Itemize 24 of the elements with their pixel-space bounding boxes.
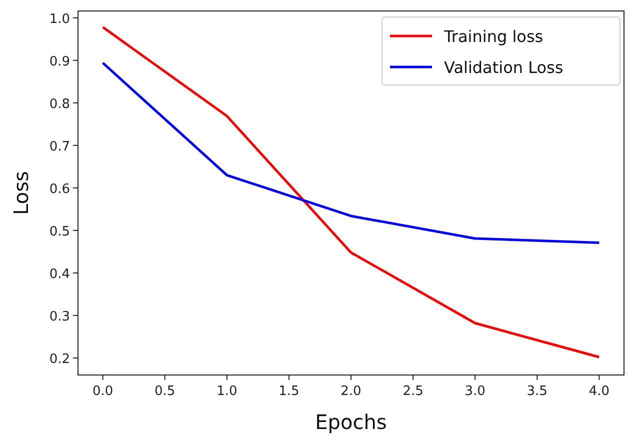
y-tick-label: 0.3 [49,309,70,324]
x-tick-label: 2.5 [402,384,424,399]
y-tick-label: 0.6 [49,182,70,197]
line-series [102,62,600,244]
y-tick-label: 0.7 [49,139,70,154]
x-axis-title: Epochs [315,410,387,434]
y-tick-label: 0.5 [49,224,70,240]
line-series [102,26,600,358]
x-tick-label: 3.5 [526,384,548,399]
x-tick-label: 0.5 [154,384,176,399]
x-tick-label: 1.5 [278,384,300,399]
x-tick-label: 2.0 [340,384,362,399]
legend-label: Validation Loss [444,58,564,77]
y-tick-label: 0.2 [49,352,70,367]
x-tick-label: 4.0 [588,384,610,399]
y-tick-label: 1.0 [49,12,70,27]
y-tick-label: 0.8 [49,96,70,112]
x-tick-label: 3.0 [464,384,486,399]
x-tick-label: 0.0 [92,384,114,399]
x-tick-label: 1.0 [216,384,238,399]
y-tick-label: 0.4 [49,266,70,282]
legend-label: Training loss [443,27,544,46]
y-tick-label: 0.9 [49,54,70,70]
y-axis-title: Loss [9,171,33,215]
